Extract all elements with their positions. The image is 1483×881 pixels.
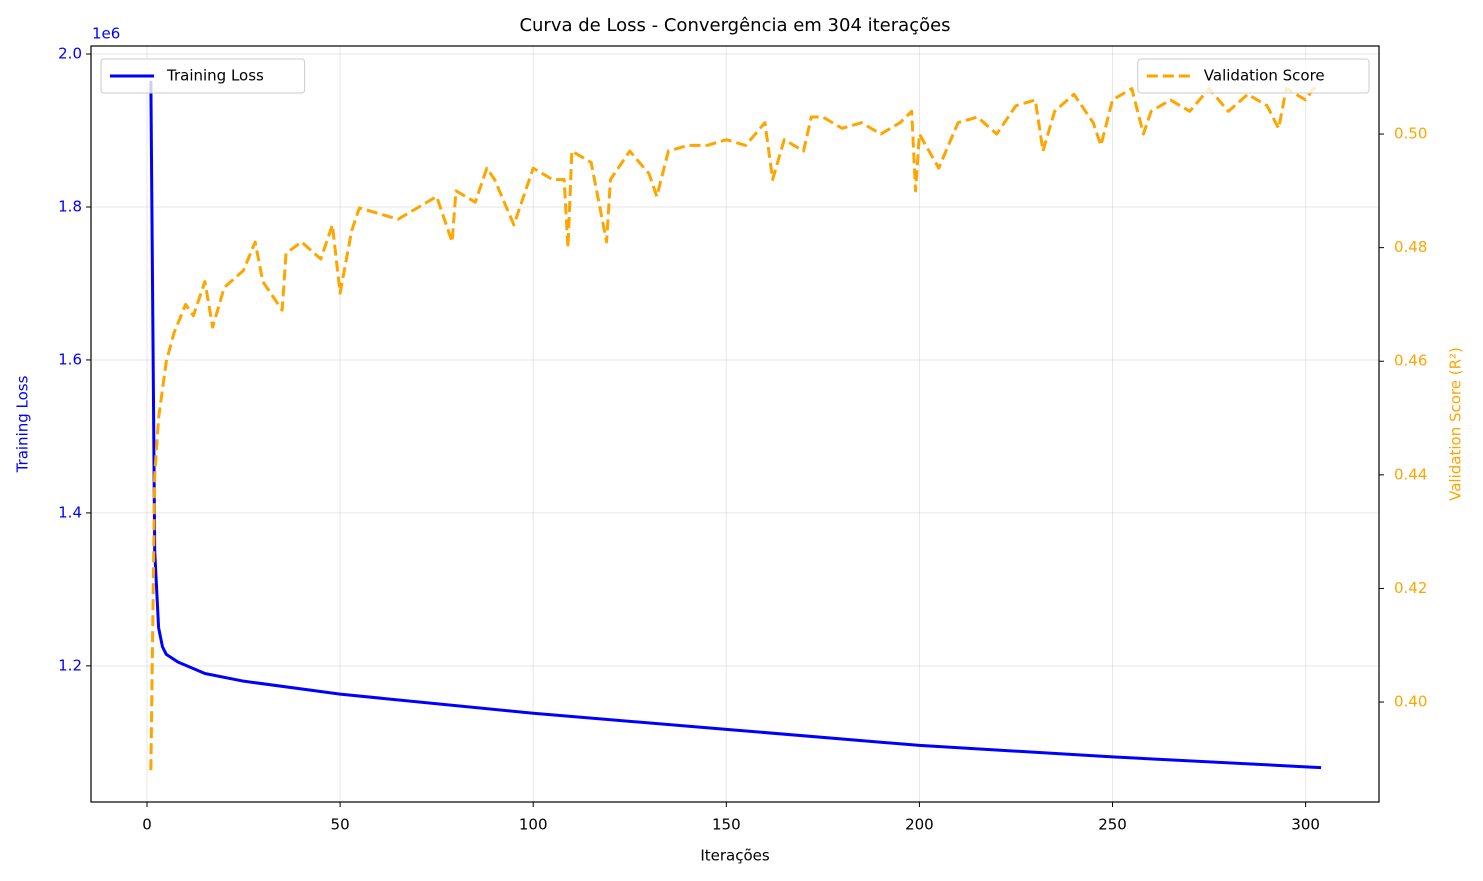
y-axis-label: Training Loss <box>14 375 32 473</box>
chart-title: Curva de Loss - Convergência em 304 iter… <box>519 15 950 36</box>
y-tick-label: 1.2 <box>58 656 82 674</box>
y-tick-label: 2.0 <box>58 45 82 63</box>
x-tick-label: 200 <box>905 816 934 834</box>
y2-tick-label: 0.46 <box>1394 352 1427 370</box>
y2-axis-label: Validation Score (R²) <box>1447 347 1465 501</box>
y2-tick-label: 0.48 <box>1394 238 1427 256</box>
y2-tick-label: 0.44 <box>1394 465 1427 483</box>
x-tick-label: 250 <box>1098 816 1127 834</box>
x-tick-label: 0 <box>142 816 152 834</box>
legend-label: Training Loss <box>166 67 264 85</box>
y-offset-label: 1e6 <box>92 25 120 43</box>
y-tick-label: 1.8 <box>58 197 82 215</box>
y2-tick-label: 0.42 <box>1394 579 1427 597</box>
y-tick-label: 1.6 <box>58 350 82 368</box>
x-tick-label: 50 <box>331 816 350 834</box>
series-line <box>149 87 1322 771</box>
x-tick-label: 100 <box>519 816 548 834</box>
x-axis-label: Iterações <box>700 847 770 865</box>
y2-tick-label: 0.50 <box>1394 125 1427 143</box>
x-tick-label: 300 <box>1291 816 1320 834</box>
plot-frame <box>90 45 1380 803</box>
series-line <box>149 80 1322 770</box>
legend-box <box>1137 58 1370 94</box>
x-tick-label: 150 <box>712 816 741 834</box>
y2-tick-label: 0.40 <box>1394 693 1427 711</box>
y-tick-label: 1.4 <box>58 503 82 521</box>
legend-box <box>100 58 306 94</box>
legend-label: Validation Score <box>1204 67 1325 85</box>
